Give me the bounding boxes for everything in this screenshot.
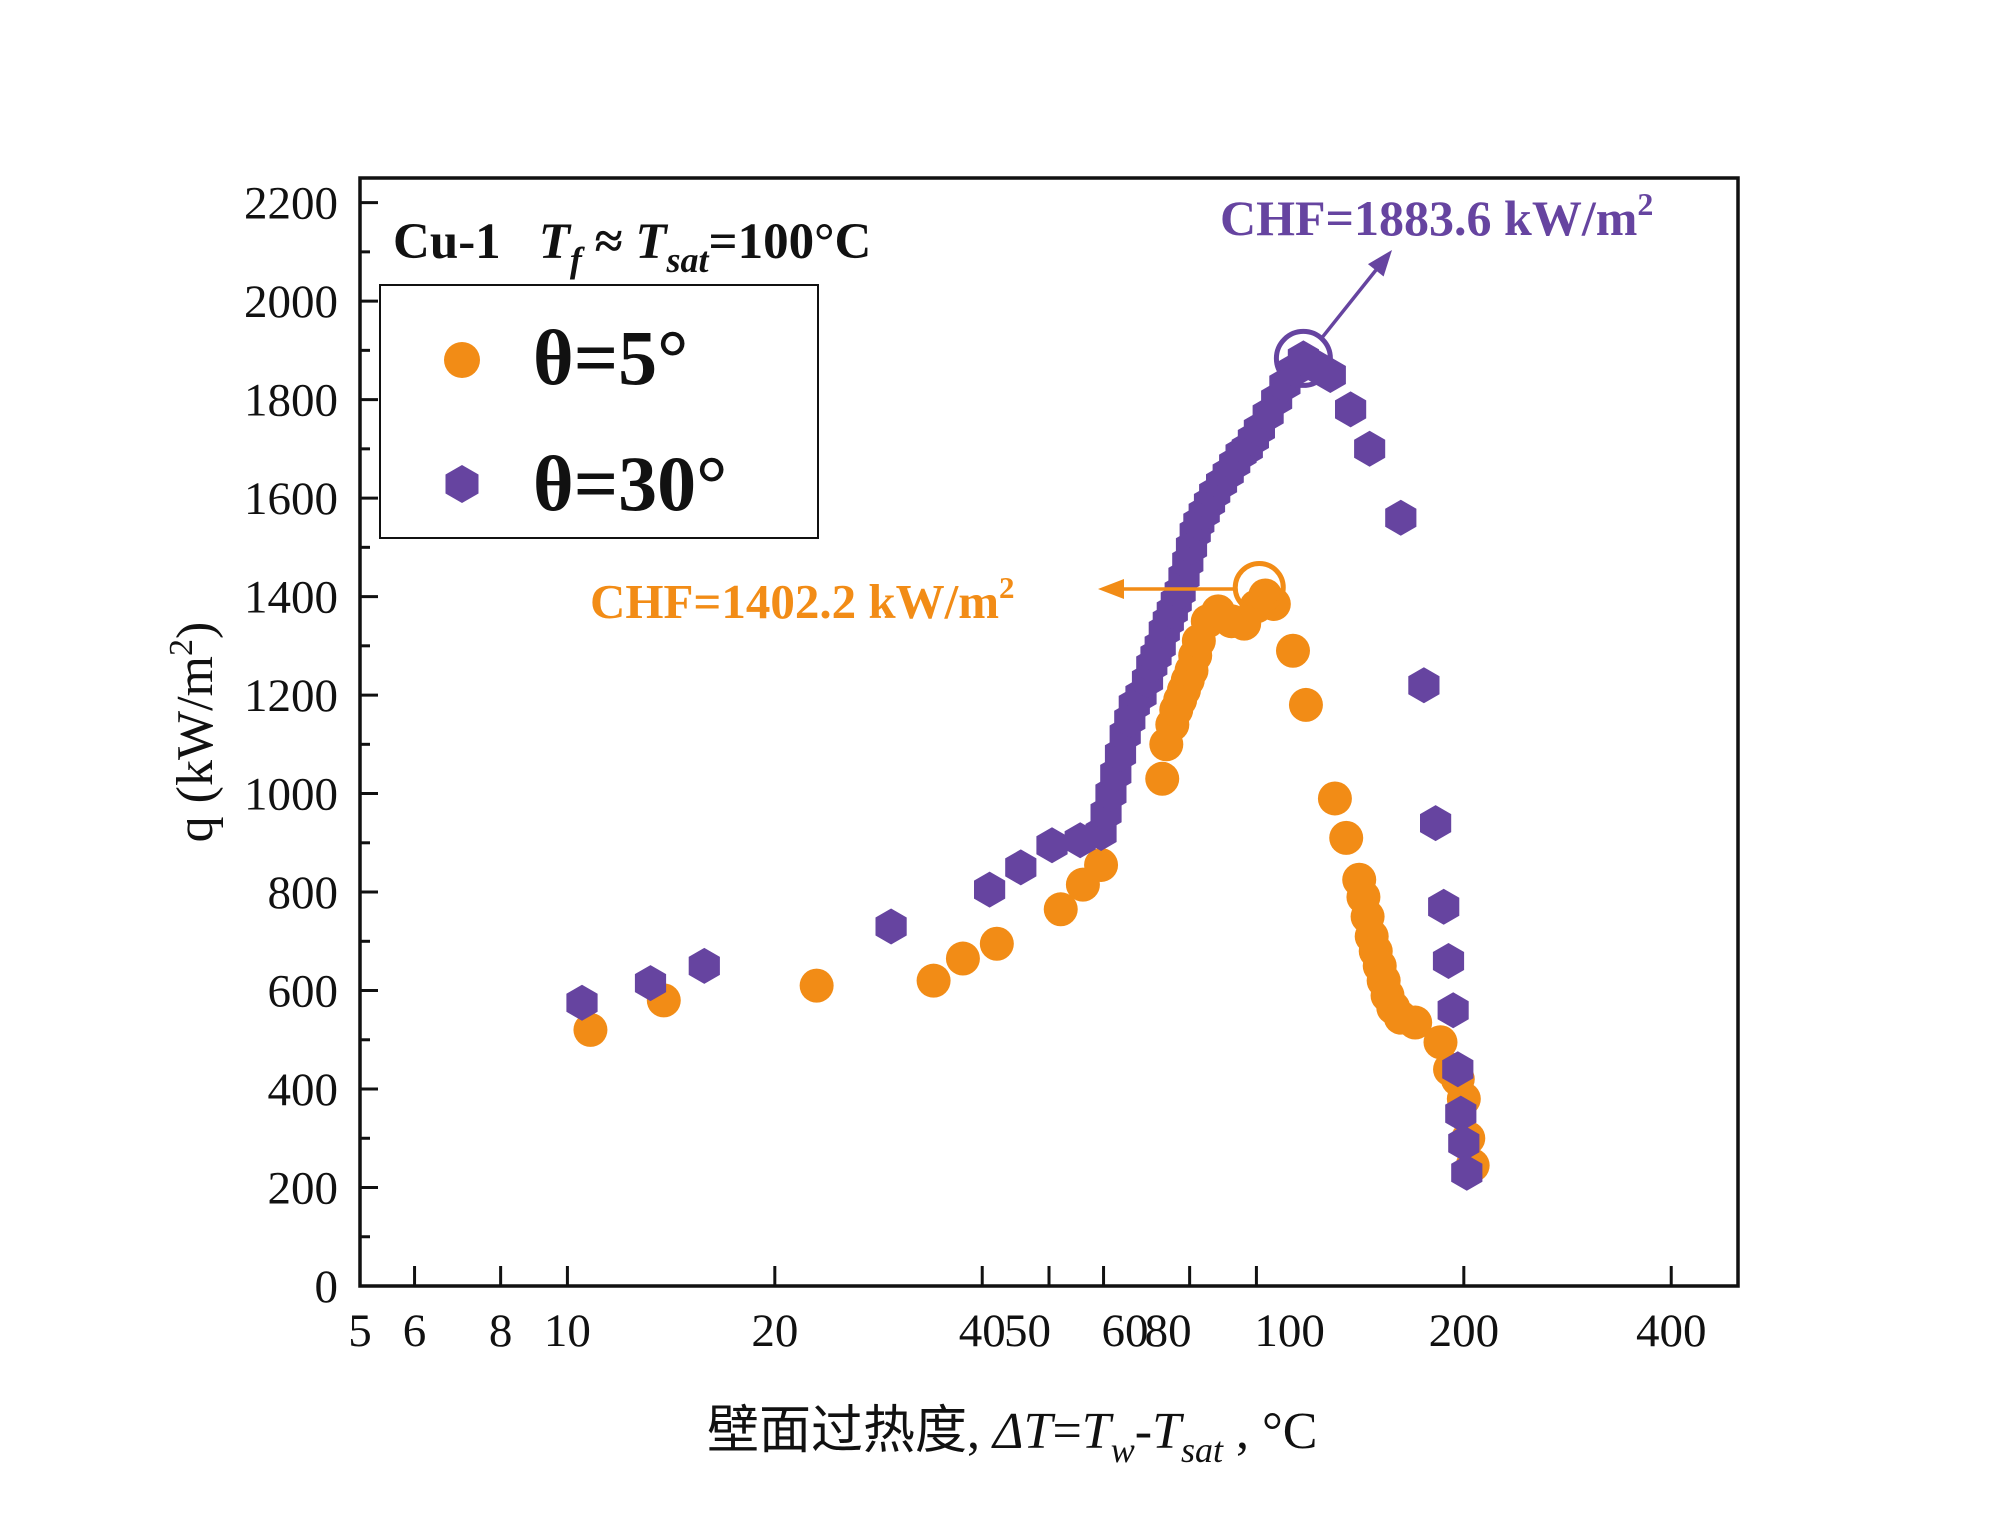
x-tick-label: 200 bbox=[1429, 1305, 1500, 1357]
theta30-point bbox=[1437, 992, 1469, 1029]
theta30-point bbox=[1354, 430, 1386, 467]
x-tick-label: 80 bbox=[1145, 1305, 1192, 1357]
theta5-point bbox=[1423, 1025, 1458, 1060]
y-tick-label: 400 bbox=[268, 1064, 339, 1116]
theta30-point bbox=[1420, 805, 1452, 842]
chf-theta5-arrowhead bbox=[1098, 579, 1124, 599]
theta5-point bbox=[979, 926, 1014, 961]
theta30-point bbox=[1385, 499, 1417, 536]
legend-theta30-marker bbox=[445, 465, 479, 503]
theta5-point bbox=[1288, 687, 1323, 722]
theta30-point bbox=[1432, 943, 1465, 979]
series-theta5-points bbox=[573, 578, 1490, 1183]
theta30-point bbox=[1448, 1125, 1480, 1162]
x-tick-label: 5 bbox=[348, 1305, 372, 1357]
ticks bbox=[358, 201, 1673, 1288]
theta5-point bbox=[1043, 892, 1078, 927]
theta5-point bbox=[1398, 1005, 1433, 1040]
y-tick-label: 600 bbox=[268, 966, 339, 1018]
x-tick-label: 40 bbox=[959, 1305, 1006, 1357]
theta5-point bbox=[1329, 820, 1364, 855]
theta5-point bbox=[1084, 847, 1119, 882]
theta30-point bbox=[875, 908, 907, 945]
y-tick-label: 800 bbox=[268, 867, 339, 919]
theta5-point bbox=[799, 968, 834, 1003]
theta30-point bbox=[1451, 1154, 1483, 1191]
legend-theta5-marker bbox=[444, 342, 480, 378]
x-tick-label: 400 bbox=[1636, 1305, 1707, 1357]
x-tick-label: 100 bbox=[1254, 1305, 1325, 1357]
y-tick-label: 1400 bbox=[244, 572, 338, 624]
theta30-point bbox=[1442, 1051, 1474, 1088]
theta5-point bbox=[573, 1012, 608, 1047]
chf-theta30-arrow bbox=[1320, 258, 1386, 340]
legend-theta30-label: θ=30° bbox=[533, 440, 727, 527]
y-tick-label: 1800 bbox=[244, 375, 338, 427]
chf-theta30-marker-ring bbox=[1273, 328, 1333, 388]
chf-annotations: CHF=1883.6 kW/m2 CHF=1402.2 kW/m2 bbox=[590, 186, 1653, 629]
x-axis-title: 壁面过热度, ΔT=Tw-Tsat , °C bbox=[707, 1403, 1317, 1470]
theta5-point bbox=[945, 941, 980, 976]
chf-theta30-arrowhead bbox=[1367, 250, 1392, 277]
legend-theta5-label: θ=5° bbox=[533, 314, 688, 401]
theta5-point bbox=[1145, 761, 1180, 796]
series-theta30-points bbox=[566, 340, 1483, 1191]
y-tick-label: 1000 bbox=[244, 769, 338, 821]
theta30-point bbox=[688, 947, 720, 984]
y-tick-label: 1600 bbox=[244, 473, 338, 525]
theta30-point bbox=[1445, 1095, 1477, 1132]
theta30-point bbox=[1036, 827, 1068, 864]
y-tick-label: 1200 bbox=[244, 670, 338, 722]
theta30-point bbox=[1005, 849, 1037, 886]
theta30-point bbox=[634, 965, 667, 1002]
x-tick-label: 6 bbox=[403, 1305, 427, 1357]
y-tick-labels: 0 200 400 600 800 1000 1200 1400 1600 1800 2000 220… bbox=[244, 178, 338, 1313]
x-tick-label: 60 bbox=[1102, 1305, 1149, 1357]
y-axis-title: q (kW/m2) bbox=[163, 622, 224, 843]
theta5-point bbox=[1275, 633, 1310, 668]
theta30-point bbox=[1314, 357, 1346, 393]
y-tick-label: 2000 bbox=[244, 276, 338, 328]
theta30-point bbox=[1408, 667, 1440, 704]
x-tick-label: 10 bbox=[544, 1305, 591, 1357]
x-tick-label: 50 bbox=[1004, 1305, 1051, 1357]
theta5-point bbox=[916, 963, 951, 998]
legend: θ=5° θ=30° bbox=[379, 284, 819, 539]
y-tick-label: 0 bbox=[315, 1261, 339, 1313]
chf-theta5-label: CHF=1402.2 kW/m2 bbox=[590, 570, 1015, 629]
x-tick-label: 8 bbox=[489, 1305, 513, 1357]
x-tick-label: 20 bbox=[751, 1305, 798, 1357]
theta30-point bbox=[1335, 391, 1367, 428]
chf-theta30-label: CHF=1883.6 kW/m2 bbox=[1220, 186, 1653, 246]
theta30-point bbox=[1428, 888, 1460, 925]
y-tick-label: 2200 bbox=[244, 178, 338, 230]
condition-label: Cu-1 Tf ≈ Tsat=100°C bbox=[393, 214, 871, 280]
theta30-point bbox=[974, 871, 1006, 908]
theta30-point bbox=[566, 984, 598, 1021]
y-tick-label: 200 bbox=[268, 1163, 339, 1215]
theta5-point bbox=[1317, 781, 1352, 816]
